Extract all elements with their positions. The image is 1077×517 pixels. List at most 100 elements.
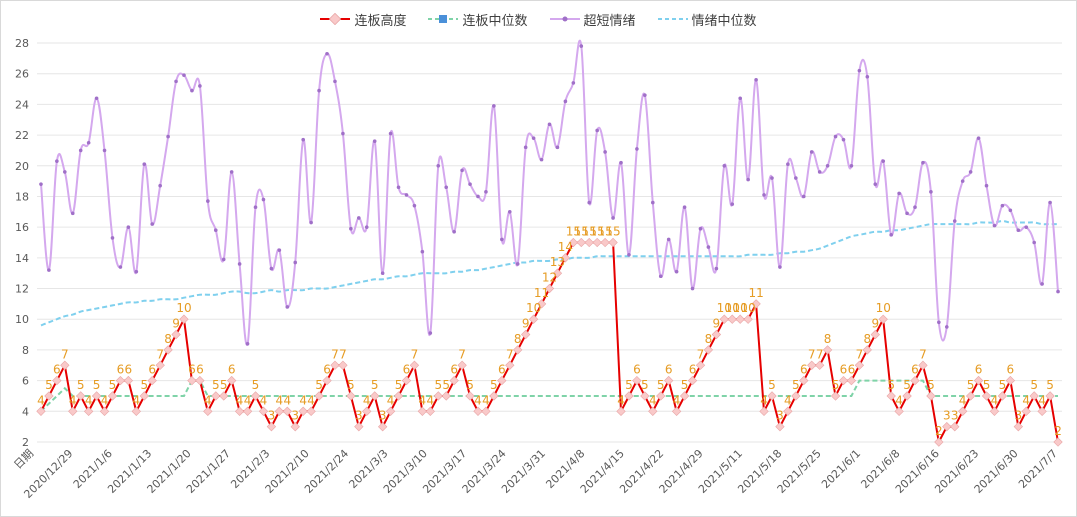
y-tick-label: 24: [15, 98, 29, 111]
chaoduan-point: [539, 157, 544, 162]
data-label: 5: [371, 378, 379, 392]
lianban-height-marker: [52, 375, 62, 386]
lianban-height-marker: [830, 391, 841, 401]
lianban-height-marker: [600, 237, 610, 248]
chaoduan-point: [484, 190, 488, 194]
data-label: 5: [109, 378, 117, 392]
lianban-height-marker: [425, 406, 435, 416]
chaoduan-point: [150, 222, 155, 226]
data-label: 5: [212, 378, 220, 392]
lianban-height-marker: [266, 421, 277, 432]
chaoduan-point: [63, 170, 67, 174]
chaoduan-point: [746, 177, 750, 182]
lianban-height-marker: [775, 422, 785, 432]
chaoduan-point: [706, 245, 711, 249]
data-label: 5: [252, 378, 260, 392]
chaoduan-point: [118, 265, 123, 269]
legend-item-chaoduan[interactable]: 超短情绪: [549, 10, 636, 29]
data-label: 8: [824, 332, 832, 346]
data-label: 6: [800, 363, 808, 377]
lianban-height-marker: [393, 391, 404, 401]
data-label: 6: [840, 363, 848, 377]
lianban-height-marker: [211, 391, 221, 401]
lianban-height-marker: [155, 360, 165, 370]
lianban-height-marker: [1005, 375, 1016, 386]
lianban-height-marker: [671, 406, 682, 416]
chaoduan-point: [547, 122, 552, 127]
lianban-height-marker: [703, 345, 714, 355]
lianban-height-marker: [878, 314, 888, 324]
data-label: 5: [768, 378, 776, 392]
data-label: 5: [466, 378, 474, 392]
data-label: 3: [355, 409, 363, 423]
data-label: 4: [760, 393, 768, 407]
data-label: 15: [574, 225, 589, 239]
chaoduan-point: [134, 269, 139, 274]
chaoduan-point: [873, 182, 878, 186]
data-label: 6: [117, 363, 125, 377]
lianban-height-marker: [886, 391, 896, 401]
lianban-height-marker: [902, 391, 912, 401]
chaoduan-point: [881, 159, 886, 163]
lianban-height-marker: [115, 375, 126, 386]
chaoduan-point: [341, 131, 345, 136]
chaoduan-point: [825, 163, 830, 168]
chaoduan-point: [245, 341, 250, 346]
data-label: 4: [649, 393, 657, 407]
lianban-height-marker: [965, 391, 976, 401]
lianban-height-marker: [640, 391, 650, 401]
lianban-height-marker: [362, 406, 372, 417]
chaoduan-point: [70, 211, 75, 216]
data-label: 6: [188, 363, 196, 377]
chaoduan-point: [94, 96, 99, 101]
chaoduan-point: [261, 197, 266, 202]
data-label: 5: [641, 378, 649, 392]
chaoduan-point: [682, 205, 687, 210]
lianban-height-marker: [505, 360, 515, 370]
data-label: 6: [148, 363, 156, 377]
y-tick-label: 20: [15, 160, 29, 173]
chaoduan-point: [55, 159, 59, 163]
chaoduan-point: [603, 150, 607, 154]
legend-item-lianban-median[interactable]: 连板中位数: [428, 10, 528, 29]
chaoduan-point: [372, 139, 377, 144]
data-label: 4: [991, 393, 999, 407]
chaoduan-point: [142, 162, 147, 167]
legend-item-qingxu-median[interactable]: 情绪中位数: [657, 10, 757, 29]
legend-item-lianban-height[interactable]: 连板高度: [320, 10, 406, 29]
chaoduan-point: [1040, 282, 1044, 286]
data-label: 6: [196, 363, 204, 377]
chaoduan-point: [468, 182, 472, 186]
y-tick-label: 18: [15, 190, 29, 203]
data-label: 5: [395, 378, 403, 392]
lianban-height-marker: [1053, 437, 1063, 447]
legend-swatch-qingxu-median: [657, 18, 688, 20]
data-label: 6: [450, 363, 458, 377]
chaoduan-point: [174, 79, 178, 84]
data-label: 7: [331, 347, 339, 361]
lianban-height-marker: [616, 406, 626, 416]
data-label: 7: [156, 347, 164, 361]
lianban-height-marker: [807, 360, 817, 370]
y-tick-label: 8: [22, 344, 29, 357]
chaoduan-point: [206, 199, 210, 203]
lianban-height-marker: [926, 391, 936, 401]
lianban-height-marker: [290, 422, 300, 432]
data-label: 7: [506, 347, 514, 361]
lianban-height-marker: [791, 391, 801, 401]
lianban-height-marker: [171, 329, 181, 340]
data-label: 4: [276, 393, 284, 407]
legend-swatch-lianban-median: [428, 15, 459, 23]
data-label: 5: [442, 378, 450, 392]
lianban-height-marker: [576, 237, 586, 248]
lianban-height-marker: [759, 406, 769, 416]
lianban-height-marker: [973, 375, 984, 386]
chaoduan-point: [587, 200, 592, 205]
data-label: 5: [140, 378, 148, 392]
lianban-height-marker: [298, 406, 308, 416]
data-label: 7: [816, 347, 824, 361]
data-label: 5: [45, 378, 53, 392]
lianban-height-marker: [521, 329, 531, 340]
lianban-height-marker: [934, 437, 944, 447]
data-label: 4: [69, 393, 77, 407]
